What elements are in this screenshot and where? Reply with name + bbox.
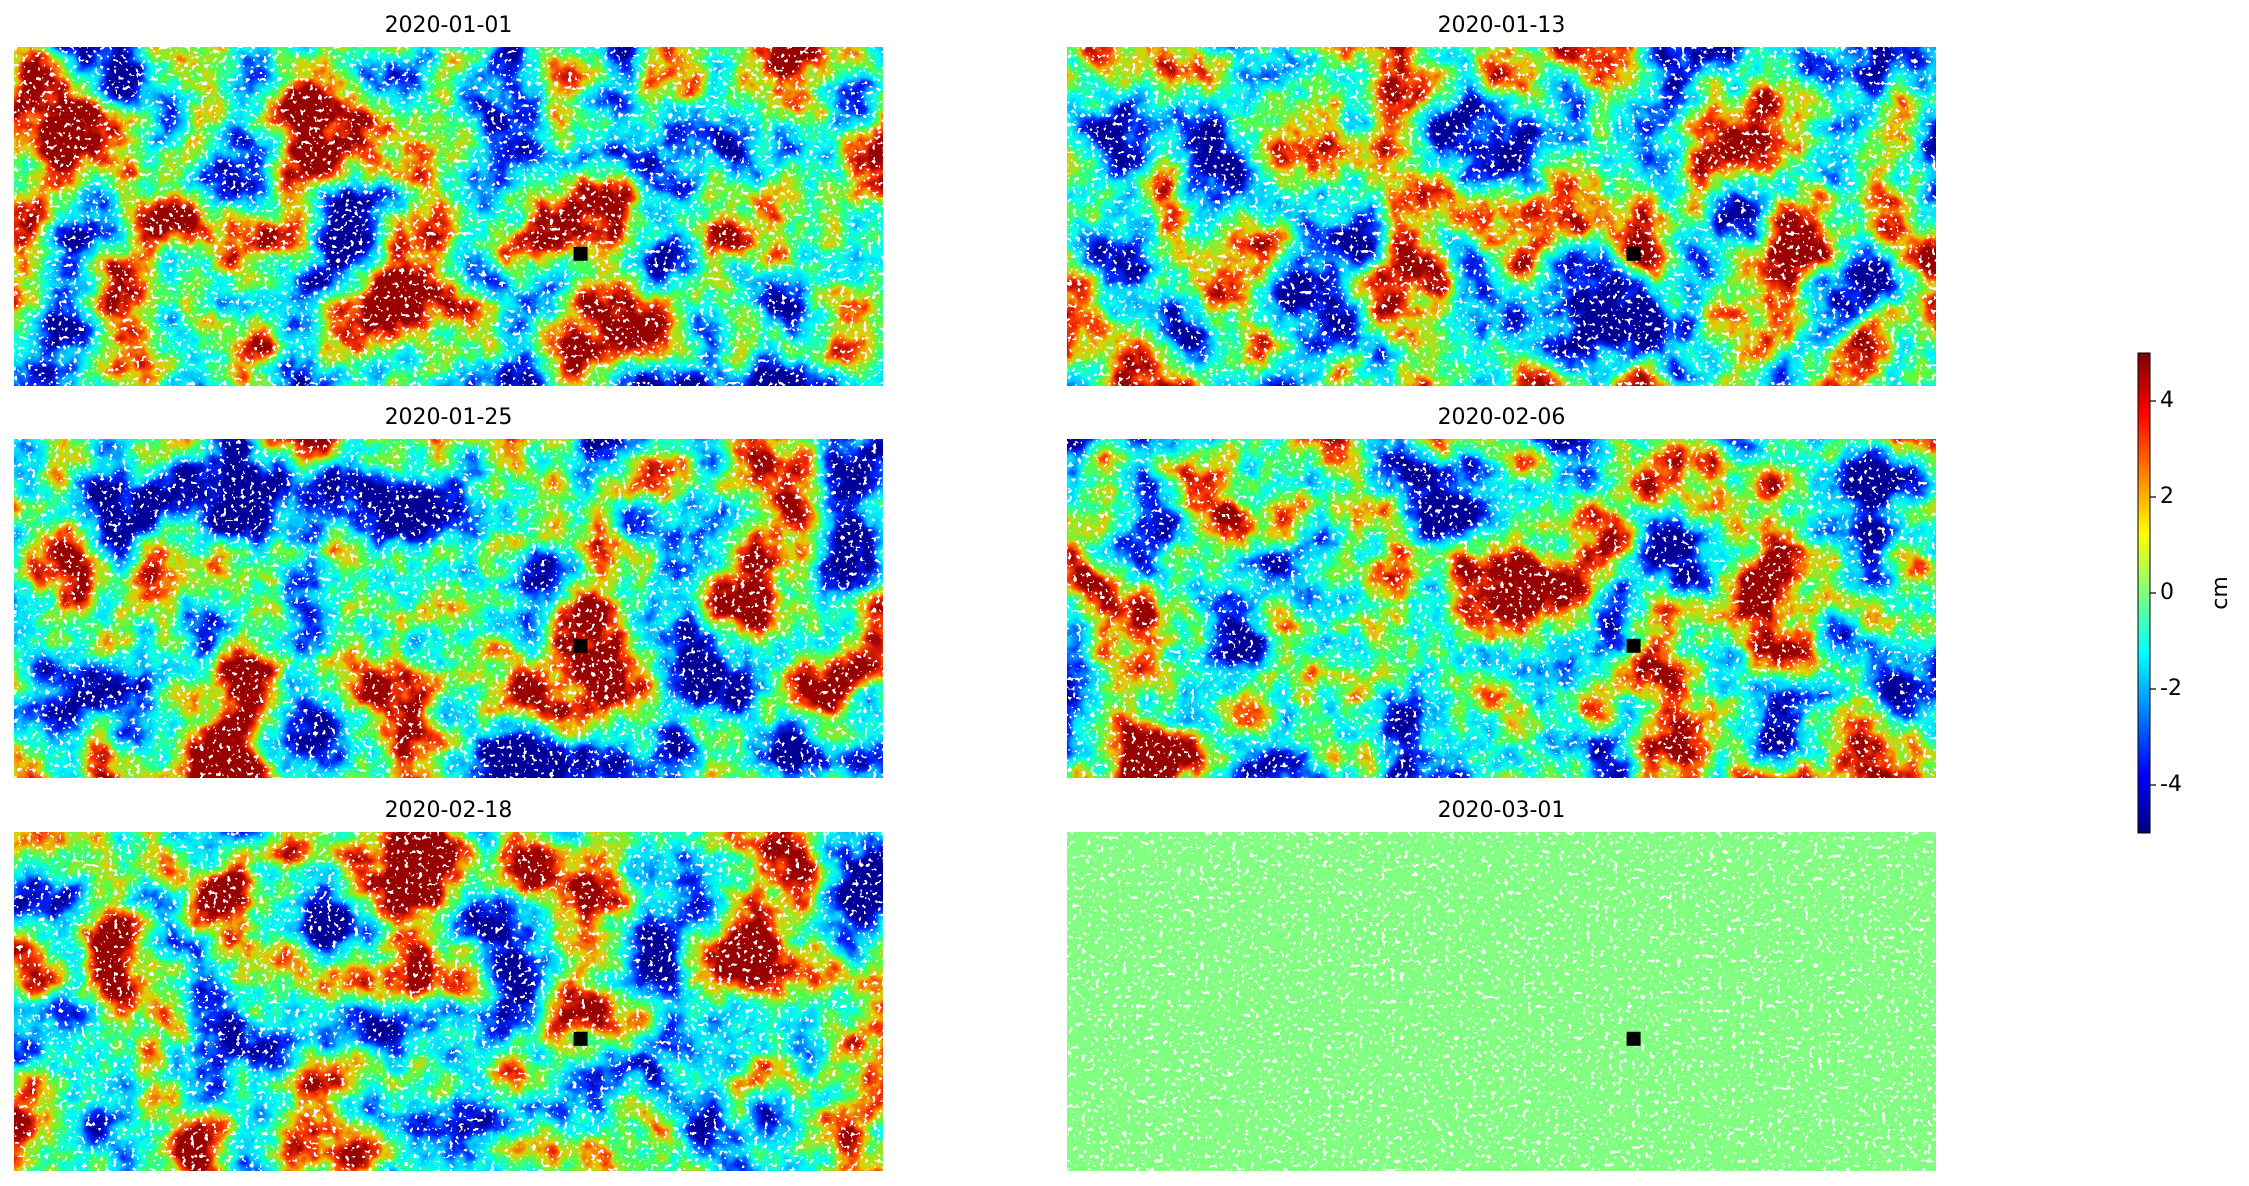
panel-title: 2020-01-25 [385, 405, 513, 430]
reference-point [573, 638, 588, 653]
colorbar-tick-label: 4 [2160, 388, 2174, 413]
colorbar-tick-label: -2 [2160, 676, 2182, 701]
colorbar-tick-label: 0 [2160, 580, 2174, 605]
reference-point [1626, 1031, 1641, 1046]
colorbar [2137, 352, 2151, 834]
reference-point [573, 1031, 588, 1046]
panel-title: 2020-03-01 [1438, 798, 1566, 823]
colorbar-label: cm [2208, 576, 2233, 610]
panel-title: 2020-01-01 [385, 13, 513, 38]
deformation-map [14, 439, 883, 778]
reference-point [573, 246, 588, 261]
deformation-map [1067, 47, 1936, 386]
deformation-map [14, 832, 883, 1171]
deformation-map [1067, 439, 1936, 778]
panel-title: 2020-02-06 [1438, 405, 1566, 430]
colorbar-tick-label: 2 [2160, 484, 2174, 509]
panel-title: 2020-01-13 [1438, 13, 1566, 38]
colorbar-tick-label: -4 [2160, 772, 2182, 797]
panel-title: 2020-02-18 [385, 798, 513, 823]
deformation-map [14, 47, 883, 386]
deformation-map [1067, 832, 1936, 1171]
reference-point [1626, 638, 1641, 653]
reference-point [1626, 246, 1641, 261]
